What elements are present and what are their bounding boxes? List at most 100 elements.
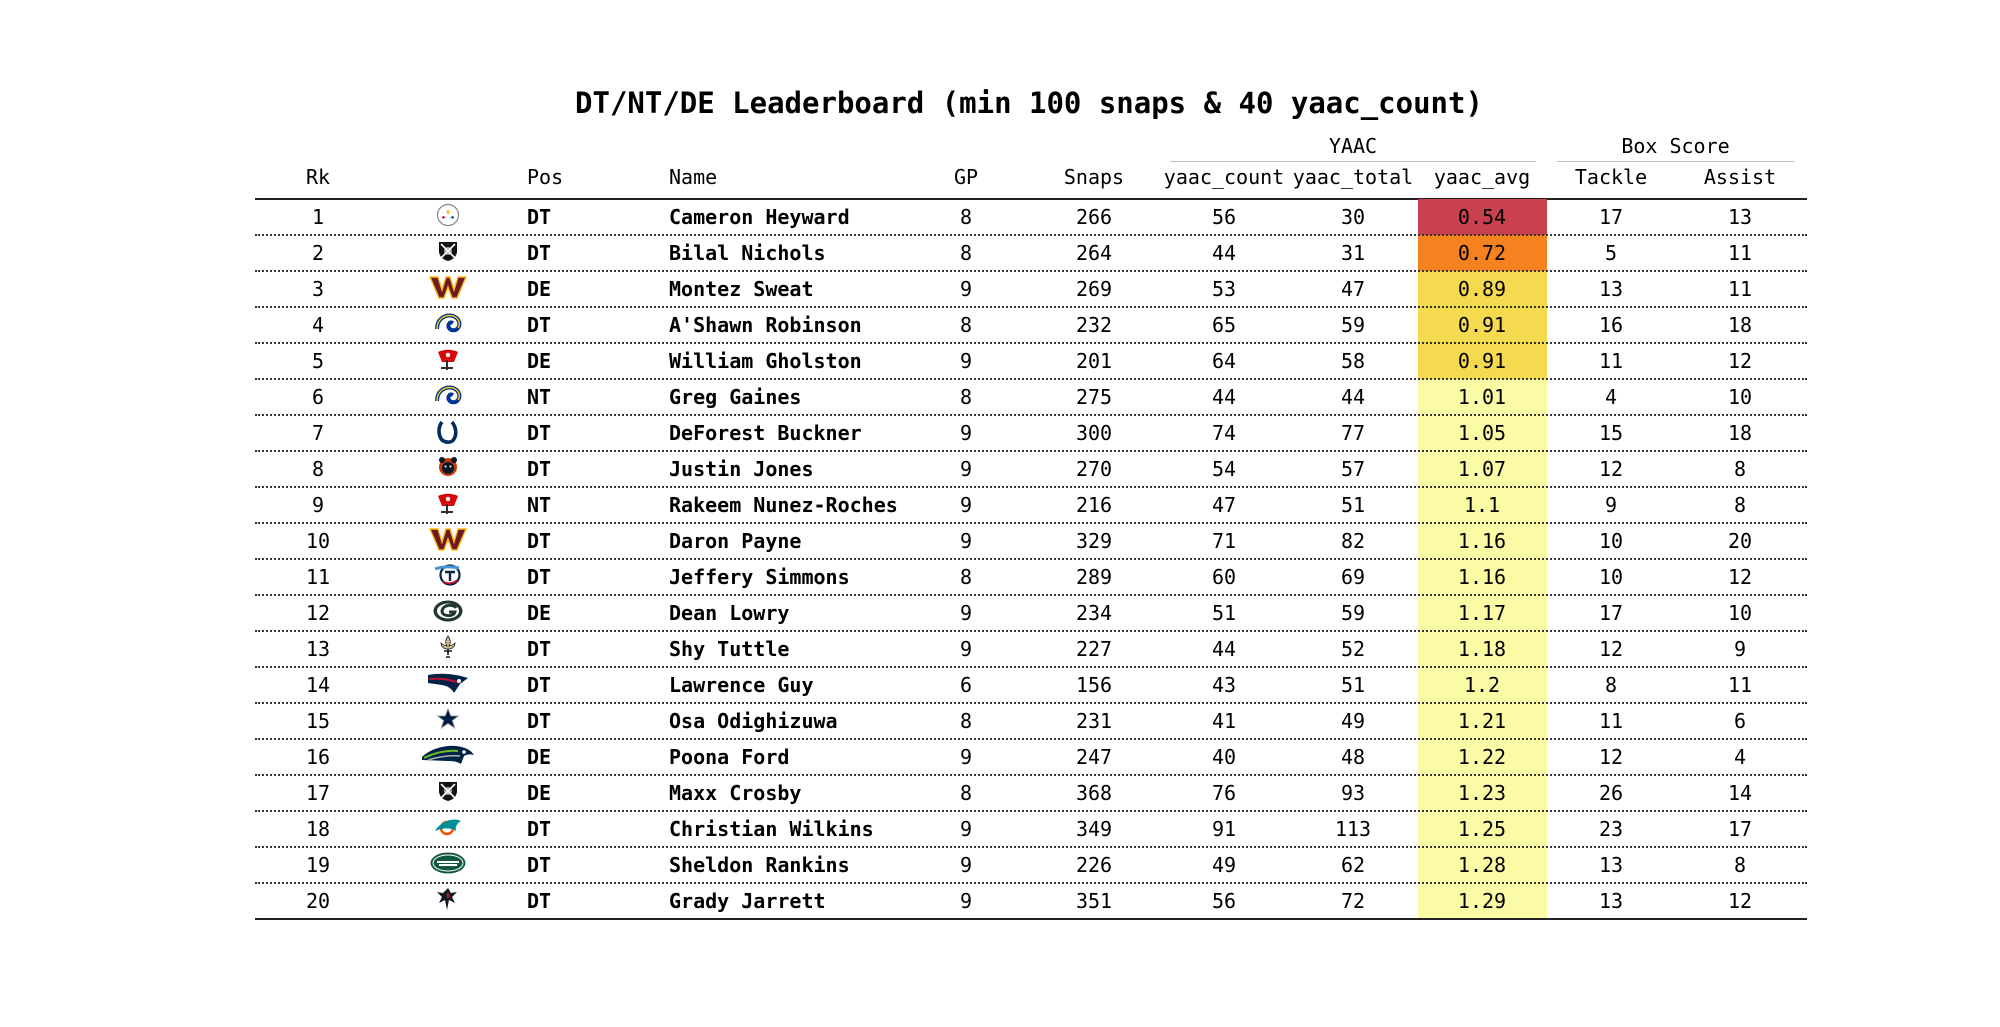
- cell-yaac-count: 40: [1211, 745, 1237, 769]
- cell-assist: 8: [1733, 493, 1747, 517]
- cell-gp: 9: [959, 349, 973, 373]
- heat-cell: [1418, 343, 1547, 379]
- column-group-underline: [1170, 161, 1536, 162]
- row-separator: [255, 594, 1807, 596]
- row-separator: [255, 666, 1807, 668]
- cell-gp: 9: [959, 889, 973, 913]
- cell-pos: DE: [527, 601, 552, 625]
- cell-assist: 8: [1733, 853, 1747, 877]
- cell-assist: 4: [1733, 745, 1747, 769]
- cell-rk: 2: [311, 241, 325, 265]
- cell-rk: 13: [305, 637, 331, 661]
- cell-rk: 4: [311, 313, 325, 337]
- row-separator: [255, 846, 1807, 848]
- cell-name: William Gholston: [669, 349, 862, 373]
- cell-name: A'Shawn Robinson: [669, 313, 862, 337]
- cell-gp: 9: [959, 493, 973, 517]
- cell-name: Daron Payne: [669, 529, 802, 553]
- heat-cell: [1418, 631, 1547, 667]
- cell-name: Grady Jarrett: [669, 889, 826, 913]
- cell-pos: DE: [527, 277, 552, 301]
- cell-pos: DT: [527, 457, 552, 481]
- cell-snaps: 201: [1075, 349, 1113, 373]
- cell-pos: DT: [527, 637, 552, 661]
- cell-pos: DT: [527, 853, 552, 877]
- cell-name: Osa Odighizuwa: [669, 709, 838, 733]
- cell-rk: 7: [311, 421, 325, 445]
- cell-snaps: 275: [1075, 385, 1113, 409]
- cell-rk: 14: [305, 673, 331, 697]
- heat-cell: [1418, 811, 1547, 847]
- cell-yaac-avg: 0.91: [1457, 349, 1507, 373]
- cell-assist: 11: [1727, 673, 1753, 697]
- cell-name: Greg Gaines: [669, 385, 802, 409]
- cell-yaac-avg: 1.2: [1463, 673, 1501, 697]
- cell-gp: 9: [959, 745, 973, 769]
- heat-cell: [1418, 523, 1547, 559]
- cell-assist: 20: [1727, 529, 1753, 553]
- row-separator: [255, 486, 1807, 488]
- cell-name: Maxx Crosby: [669, 781, 802, 805]
- cell-name: Christian Wilkins: [669, 817, 874, 841]
- cell-assist: 9: [1733, 637, 1747, 661]
- cell-yaac-count: 91: [1211, 817, 1237, 841]
- cell-assist: 17: [1727, 817, 1753, 841]
- cowboys-logo-icon: [436, 707, 460, 735]
- cell-rk: 11: [305, 565, 331, 589]
- row-separator: [255, 522, 1807, 524]
- cell-tackle: 11: [1598, 709, 1624, 733]
- cell-name: Shy Tuttle: [669, 637, 790, 661]
- heat-cell: [1418, 847, 1547, 883]
- jets-logo-icon: [429, 851, 467, 879]
- cell-yaac-count: 74: [1211, 421, 1237, 445]
- cell-gp: 6: [959, 673, 973, 697]
- cell-rk: 12: [305, 601, 331, 625]
- cell-yaac-total: 93: [1340, 781, 1366, 805]
- cell-rk: 8: [311, 457, 325, 481]
- cell-tackle: 8: [1604, 673, 1618, 697]
- cell-gp: 9: [959, 529, 973, 553]
- cell-gp: 9: [959, 277, 973, 301]
- column-group-label: YAAC: [1328, 134, 1378, 158]
- row-separator: [255, 414, 1807, 416]
- raiders-logo-icon: [437, 239, 459, 267]
- cell-yaac-total: 47: [1340, 277, 1366, 301]
- cell-gp: 9: [959, 853, 973, 877]
- cell-pos: DE: [527, 349, 552, 373]
- cell-assist: 12: [1727, 349, 1753, 373]
- cell-rk: 16: [305, 745, 331, 769]
- cell-name: Poona Ford: [669, 745, 790, 769]
- cell-assist: 11: [1727, 277, 1753, 301]
- cell-yaac-count: 76: [1211, 781, 1237, 805]
- column-header: Name: [669, 165, 718, 189]
- cell-pos: NT: [527, 493, 552, 517]
- seahawks-logo-icon: [420, 743, 476, 771]
- column-header: yaac_count: [1163, 165, 1285, 189]
- cell-tackle: 12: [1598, 457, 1624, 481]
- cell-pos: DT: [527, 241, 552, 265]
- cell-yaac-avg: 1.01: [1457, 385, 1507, 409]
- row-separator: [255, 738, 1807, 740]
- cell-snaps: 300: [1075, 421, 1113, 445]
- cell-yaac-count: 64: [1211, 349, 1237, 373]
- cell-yaac-avg: 0.54: [1457, 205, 1507, 229]
- cell-snaps: 351: [1075, 889, 1113, 913]
- cell-yaac-count: 56: [1211, 205, 1237, 229]
- heat-cell: [1418, 379, 1547, 415]
- heat-cell: [1418, 271, 1547, 307]
- cell-assist: 18: [1727, 313, 1753, 337]
- cell-snaps: 231: [1075, 709, 1113, 733]
- cell-gp: 9: [959, 457, 973, 481]
- cell-yaac-total: 62: [1340, 853, 1366, 877]
- cell-tackle: 26: [1598, 781, 1624, 805]
- cell-name: Sheldon Rankins: [669, 853, 850, 877]
- column-group-underline: [1557, 161, 1794, 162]
- cell-tackle: 15: [1598, 421, 1624, 445]
- heat-cell: [1418, 775, 1547, 811]
- cell-yaac-avg: 0.91: [1457, 313, 1507, 337]
- saints-logo-icon: [437, 634, 459, 664]
- cell-rk: 17: [305, 781, 331, 805]
- cell-gp: 8: [959, 709, 973, 733]
- cell-gp: 8: [959, 781, 973, 805]
- column-header: yaac_total: [1292, 165, 1414, 189]
